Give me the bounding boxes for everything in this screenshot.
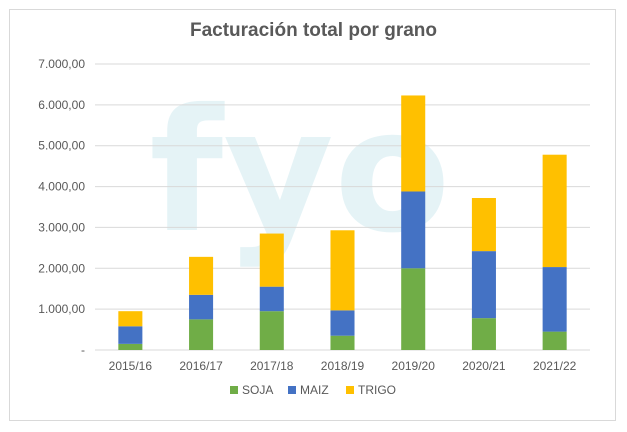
legend: SOJA MAIZ TRIGO	[230, 383, 396, 397]
legend-swatch-maiz	[288, 386, 296, 394]
bar-trigo-2015-16	[118, 311, 143, 327]
bar-soja-2019-20	[401, 268, 426, 350]
legend-swatch-soja	[230, 386, 238, 394]
y-tick-label: 2.000,00	[38, 261, 85, 275]
y-tick-label: 4.000,00	[38, 180, 85, 194]
bar-soja-2020-21	[471, 318, 496, 350]
bar-soja-2021-22	[542, 331, 567, 350]
bar-maiz-2016-17	[189, 294, 214, 320]
bar-soja-2016-17	[189, 319, 214, 350]
x-tick-label: 2015/16	[109, 359, 153, 373]
bar-soja-2018-19	[330, 335, 355, 350]
x-tick-label: 2016/17	[179, 359, 223, 373]
y-tick-label: -	[81, 343, 85, 357]
x-tick-label: 2021/22	[533, 359, 577, 373]
x-tick-label: 2020/21	[462, 359, 506, 373]
axis-labels: - 1.000,00 2.000,00 3.000,00 4.000,00 5.000,0…	[38, 57, 576, 373]
bar-soja-2017-18	[259, 311, 284, 350]
y-tick-label: 7.000,00	[38, 57, 85, 71]
bar-maiz-2019-20	[401, 191, 426, 269]
x-tick-label: 2017/18	[250, 359, 294, 373]
chart-title: Facturación total por grano	[189, 20, 438, 41]
watermark-text: fyo	[149, 73, 451, 271]
legend-label-soja: SOJA	[242, 383, 273, 397]
bar-trigo-2021-22	[542, 154, 567, 268]
bar-maiz-2015-16	[118, 326, 143, 344]
y-tick-label: 3.000,00	[38, 220, 85, 234]
bar-trigo-2019-20	[401, 95, 426, 192]
legend-label-maiz: MAIZ	[300, 383, 329, 397]
x-tick-label: 2019/20	[392, 359, 436, 373]
gridlines	[95, 63, 590, 351]
bar-trigo-2018-19	[330, 230, 355, 311]
y-tick-label: 6.000,00	[38, 98, 85, 112]
bar-trigo-2017-18	[259, 233, 284, 287]
bar-maiz-2021-22	[542, 267, 567, 332]
bar-soja-2015-16	[118, 343, 143, 350]
y-tick-label: 1.000,00	[38, 302, 85, 316]
y-tick-label: 5.000,00	[38, 139, 85, 153]
x-tick-label: 2018/19	[321, 359, 365, 373]
chart-frame	[9, 9, 616, 421]
legend-label-trigo: TRIGO	[358, 383, 396, 397]
bar-trigo-2016-17	[189, 256, 214, 295]
legend-swatch-trigo	[346, 386, 354, 394]
bars	[118, 95, 567, 350]
bar-maiz-2018-19	[330, 310, 355, 336]
bar-trigo-2020-21	[471, 198, 496, 252]
bar-maiz-2017-18	[259, 286, 284, 312]
bar-maiz-2020-21	[471, 251, 496, 319]
